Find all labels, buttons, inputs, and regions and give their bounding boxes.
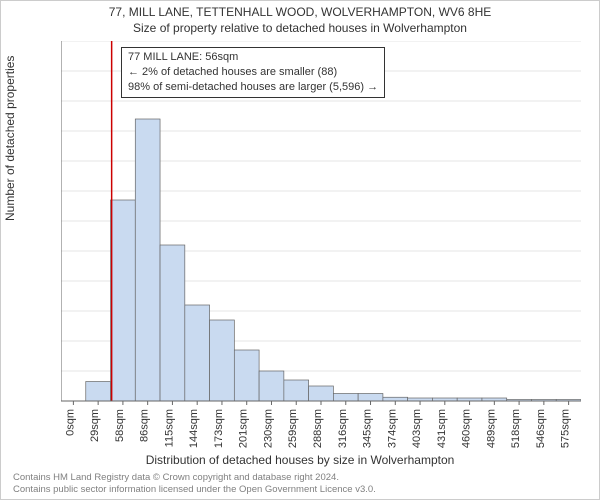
chart-title: 77, MILL LANE, TETTENHALL WOOD, WOLVERHA… [1, 5, 599, 19]
svg-text:518sqm: 518sqm [510, 409, 522, 448]
histogram-svg: 0200400600800100012001400160018002000220… [61, 41, 581, 451]
y-axis-label: Number of detached properties [3, 56, 17, 221]
svg-text:489sqm: 489sqm [485, 409, 497, 448]
svg-text:115sqm: 115sqm [163, 409, 175, 447]
svg-text:403sqm: 403sqm [411, 409, 423, 448]
footer-attribution: Contains HM Land Registry data © Crown c… [13, 472, 376, 495]
svg-text:201sqm: 201sqm [238, 409, 250, 448]
svg-text:575sqm: 575sqm [560, 409, 572, 448]
svg-text:431sqm: 431sqm [436, 409, 448, 448]
svg-text:316sqm: 316sqm [337, 409, 349, 448]
svg-text:86sqm: 86sqm [139, 409, 151, 442]
svg-text:288sqm: 288sqm [312, 409, 324, 448]
svg-text:460sqm: 460sqm [461, 409, 473, 448]
svg-text:374sqm: 374sqm [386, 409, 398, 448]
svg-text:259sqm: 259sqm [287, 409, 299, 448]
svg-text:173sqm: 173sqm [213, 409, 225, 448]
svg-text:345sqm: 345sqm [362, 409, 374, 448]
svg-text:29sqm: 29sqm [89, 409, 101, 442]
annotation-box: 77 MILL LANE: 56sqm ← 2% of detached hou… [121, 47, 385, 98]
svg-text:0sqm: 0sqm [64, 409, 76, 436]
svg-text:144sqm: 144sqm [188, 409, 200, 448]
annotation-line2: ← 2% of detached houses are smaller (88) [128, 65, 378, 80]
svg-text:58sqm: 58sqm [114, 409, 126, 442]
svg-text:546sqm: 546sqm [535, 409, 547, 448]
footer-line2: Contains public sector information licen… [13, 484, 376, 495]
annotation-line1: 77 MILL LANE: 56sqm [128, 50, 378, 65]
annotation-line3: 98% of semi-detached houses are larger (… [128, 80, 378, 95]
svg-text:230sqm: 230sqm [262, 409, 274, 448]
chart-container: 77, MILL LANE, TETTENHALL WOOD, WOLVERHA… [0, 0, 600, 500]
footer-line1: Contains HM Land Registry data © Crown c… [13, 472, 376, 483]
chart-subtitle: Size of property relative to detached ho… [1, 21, 599, 35]
x-axis-label: Distribution of detached houses by size … [1, 453, 599, 467]
